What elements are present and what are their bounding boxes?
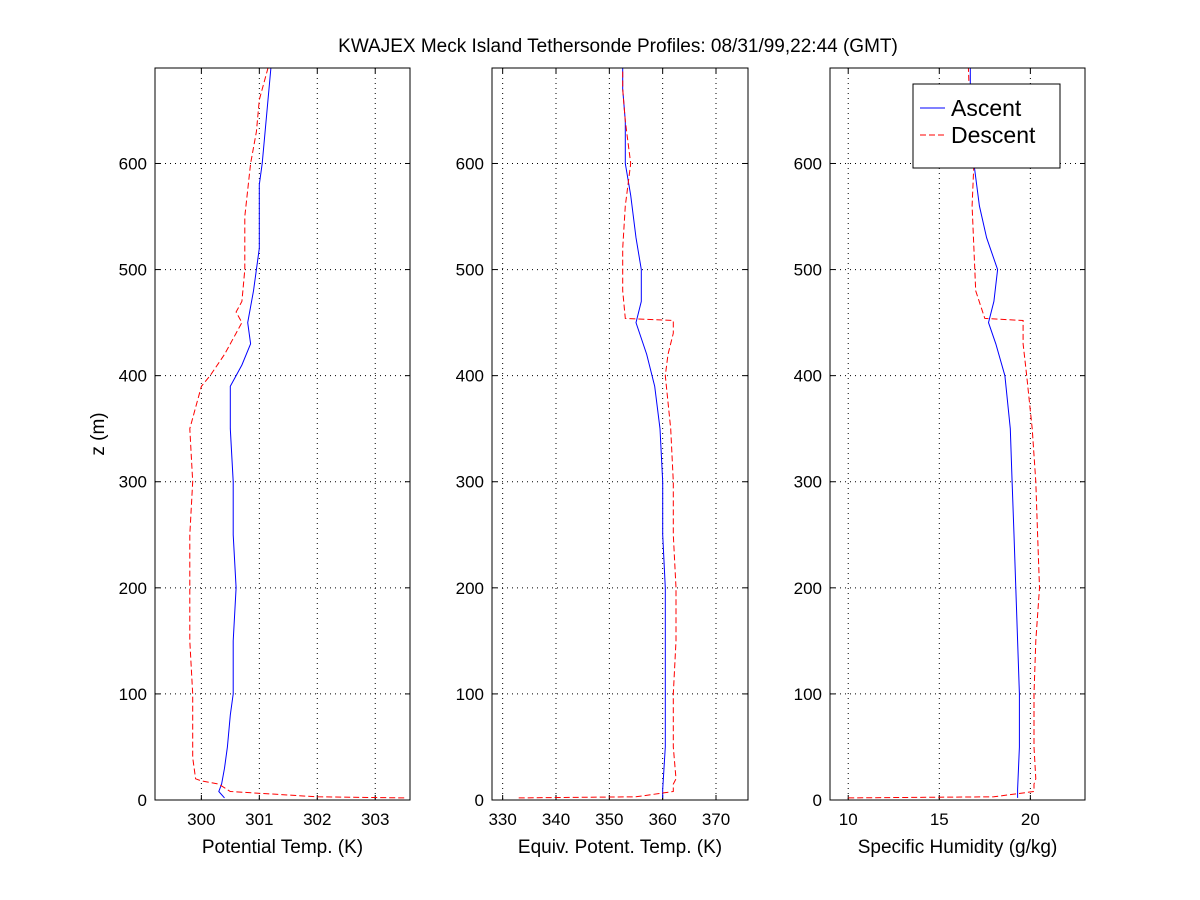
- y-tick-label: 0: [138, 791, 147, 810]
- series-line-descent: [518, 68, 677, 799]
- y-tick-label: 400: [794, 367, 822, 386]
- y-tick-label: 600: [794, 154, 822, 173]
- x-axis-label: Equiv. Potent. Temp. (K): [518, 837, 722, 858]
- y-tick-label: 500: [119, 261, 147, 280]
- y-tick-label: 600: [119, 154, 147, 173]
- legend-label-descent: Descent: [951, 122, 1036, 148]
- x-tick-label: 20: [1021, 810, 1040, 829]
- series-line-descent: [848, 68, 1041, 799]
- x-tick-label: 350: [595, 810, 623, 829]
- y-tick-label: 100: [456, 685, 484, 704]
- panels: 300 301 302 3030100200300400500600Potential…: [88, 67, 1086, 858]
- y-tick-label: 200: [794, 579, 822, 598]
- y-tick-label: 400: [119, 367, 147, 386]
- x-tick-label: 15: [930, 810, 949, 829]
- series-line-ascent: [622, 68, 666, 798]
- y-tick-label: 0: [475, 791, 484, 810]
- panel-1: 300 301 302 303 0 100 200 300 400 500 600 Potential…: [88, 67, 411, 858]
- legend-box: [912, 83, 1061, 169]
- y-axis-label: z (m): [88, 412, 109, 455]
- series-line-ascent: [969, 68, 1020, 798]
- y-tick-label: 400: [456, 367, 484, 386]
- y-tick-label: 200: [119, 579, 147, 598]
- x-axis-label: Specific Humidity (g/kg): [858, 837, 1058, 858]
- x-tick-label: 301: [245, 810, 273, 829]
- x-tick-label: 330: [488, 810, 516, 829]
- axes-frame: [491, 67, 749, 801]
- y-tick-label: 500: [456, 261, 484, 280]
- y-tick-label: 300: [794, 473, 822, 492]
- series-line-ascent: [218, 68, 272, 799]
- panel-2: 330 340 350 360 370 0 100 200 300 400 500 600 Equiv.…: [456, 67, 749, 858]
- x-tick-label: 10: [839, 810, 858, 829]
- y-tick-label: 200: [456, 579, 484, 598]
- x-tick-label: 302: [303, 810, 331, 829]
- y-tick-label: 0: [813, 791, 822, 810]
- x-axis-label: Potential Temp. (K): [202, 837, 363, 858]
- x-tick-label: 360: [648, 810, 676, 829]
- y-tick-label: 600: [456, 154, 484, 173]
- axes-frame: [154, 67, 411, 801]
- series-line-descent: [189, 68, 405, 799]
- figure-title: KWAJEX Meck Island Tethersonde Profiles:…: [338, 36, 898, 57]
- y-tick-label: 300: [119, 473, 147, 492]
- x-tick-label: 303: [361, 810, 389, 829]
- y-tick-label: 300: [456, 473, 484, 492]
- x-tick-label: 300: [187, 810, 215, 829]
- axes-frame: [829, 67, 1086, 801]
- y-tick-label: 500: [794, 261, 822, 280]
- x-tick-label: 340: [542, 810, 570, 829]
- x-tick-label: 370: [702, 810, 730, 829]
- legend-label-ascent: Ascent: [951, 95, 1022, 121]
- y-tick-label: 100: [794, 685, 822, 704]
- y-tick-label: 100: [119, 685, 147, 704]
